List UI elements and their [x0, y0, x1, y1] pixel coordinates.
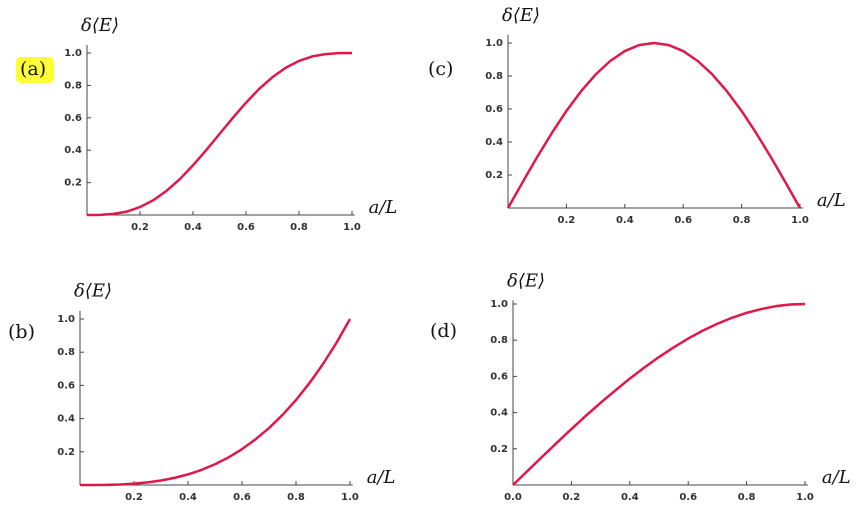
panel: (b) 0.2 0.4 0.6 0.8 1.0 0.2 0.4 0.6 0.8 1.0 δ⟨E⟩ a/L: [8, 281, 395, 503]
y-tick-label: 0.6: [485, 104, 503, 115]
x-axis-label: a/L: [367, 467, 396, 488]
curve: [86, 51, 353, 217]
x-tick-label: 1.0: [341, 492, 359, 503]
y-tick-label: 0.8: [485, 71, 503, 82]
panel: (d) 0.0 0.2 0.4 0.6 0.8 1.0 0.2 0.4 0.6 0.8 1.0 δ⟨E⟩…: [430, 270, 851, 503]
x-tick-label: 0.2: [558, 215, 576, 226]
x-tick-label: 0.8: [733, 215, 751, 226]
x-tick-label: 0.0: [504, 492, 522, 503]
panel: (c) 0.2 0.4 0.6 0.8 1.0 0.2 0.4 0.6 0.8 1.0 δ⟨E⟩ a/L: [428, 5, 846, 226]
y-axis-label: δ⟨E⟩: [74, 281, 112, 302]
x-tick-label: 0.8: [738, 492, 756, 503]
curve: [506, 41, 802, 209]
y-tick-label: 1.0: [64, 48, 82, 59]
x-tick-label: 0.4: [621, 492, 639, 503]
y-tick-label: 0.6: [64, 113, 82, 124]
x-tick-label: 0.4: [179, 492, 197, 503]
y-tick-label: 0.8: [64, 80, 82, 91]
curve: [512, 302, 806, 486]
curve: [80, 318, 352, 487]
x-axis-label: a/L: [822, 467, 851, 488]
x-tick-label: 0.2: [131, 222, 149, 233]
y-tick-label: 0.2: [57, 447, 75, 458]
y-tick-label: 1.0: [485, 38, 503, 49]
panel-label: (c): [428, 58, 453, 80]
y-tick-label: 0.4: [57, 414, 75, 425]
y-tick-label: 0.2: [485, 170, 503, 181]
y-axis-label: δ⟨E⟩: [507, 270, 545, 291]
panel-label: (a): [20, 58, 46, 80]
y-tick-label: 1.0: [490, 299, 508, 310]
x-tick-label: 0.8: [287, 492, 305, 503]
x-axis-label: a/L: [817, 190, 846, 211]
panel-label: (b): [8, 321, 35, 343]
x-tick-label: 1.0: [343, 222, 361, 233]
y-tick-label: 0.6: [490, 371, 508, 382]
y-tick-label: 0.4: [64, 145, 82, 156]
panel: (a) 0.2 0.4 0.6 0.8 1.0 0.2 0.4 0.6 0.8 1.0 δ⟨E⟩ a/L: [16, 15, 397, 233]
y-tick-label: 0.8: [490, 335, 508, 346]
y-tick-label: 0.6: [57, 380, 75, 391]
y-tick-label: 0.4: [490, 408, 508, 419]
y-tick-label: 0.2: [490, 444, 508, 455]
x-tick-label: 0.8: [290, 222, 308, 233]
x-tick-label: 1.0: [796, 492, 814, 503]
y-tick-label: 1.0: [57, 314, 75, 325]
x-tick-label: 0.6: [237, 222, 255, 233]
label-highlight: [16, 57, 54, 83]
x-tick-label: 0.4: [184, 222, 202, 233]
x-tick-label: 0.2: [125, 492, 143, 503]
x-tick-label: 1.0: [791, 215, 809, 226]
x-axis-label: a/L: [369, 197, 398, 218]
x-tick-label: 0.6: [679, 492, 697, 503]
y-axis-label: δ⟨E⟩: [502, 5, 540, 26]
x-tick-label: 0.4: [616, 215, 634, 226]
panel-label: (d): [430, 320, 457, 342]
y-tick-label: 0.4: [485, 137, 503, 148]
y-tick-label: 0.8: [57, 347, 75, 358]
x-tick-label: 0.6: [674, 215, 692, 226]
x-tick-label: 0.2: [563, 492, 581, 503]
x-tick-label: 0.6: [233, 492, 251, 503]
y-axis-label: δ⟨E⟩: [81, 15, 119, 36]
y-tick-label: 0.2: [64, 178, 82, 189]
